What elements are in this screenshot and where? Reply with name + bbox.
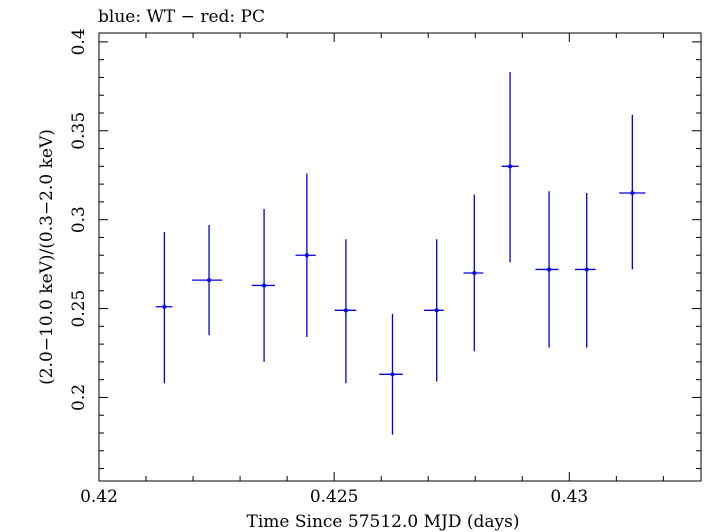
- data-point: [535, 191, 559, 348]
- axis-tick-labels: 0.42 0.425 0.43 0.2 0.25 0.3 0.35 0.4: [69, 28, 588, 507]
- data-marks: [155, 72, 646, 435]
- data-point: [334, 239, 357, 384]
- plot-frame: [98, 32, 702, 482]
- point-marker: [584, 267, 589, 272]
- y-tick-label: 0.3: [69, 206, 89, 233]
- x-axis-label: Time Since 57512.0 MJD (days): [247, 512, 520, 532]
- data-point: [619, 114, 646, 270]
- point-marker: [162, 304, 167, 309]
- point-marker: [472, 271, 477, 275]
- point-marker: [508, 164, 513, 169]
- data-point: [574, 193, 596, 348]
- point-marker: [390, 372, 395, 377]
- x-tick-label: 0.425: [310, 487, 359, 507]
- data-point: [379, 313, 403, 435]
- point-marker: [434, 308, 439, 313]
- data-point: [501, 72, 519, 263]
- chart-title: blue: WT − red: PC: [98, 7, 265, 27]
- point-marker: [207, 278, 212, 283]
- x-tick-label: 0.42: [80, 487, 118, 507]
- data-point: [192, 225, 223, 336]
- data-point: [423, 239, 444, 382]
- y-tick-label: 0.25: [69, 290, 89, 328]
- y-tick-label: 0.2: [69, 384, 89, 411]
- data-point: [155, 232, 173, 384]
- x-tick-label: 0.43: [550, 487, 588, 507]
- data-point: [251, 209, 275, 362]
- point-marker: [262, 283, 267, 288]
- axis-ticks: [98, 33, 701, 481]
- point-marker: [343, 308, 348, 313]
- y-tick-label: 0.35: [69, 112, 89, 150]
- y-axis-label: (2.0−10.0 keV)/(0.3−2.0 keV): [37, 129, 57, 385]
- y-tick-label: 0.4: [69, 28, 89, 55]
- data-point: [463, 194, 484, 352]
- point-marker: [630, 191, 635, 195]
- point-marker: [547, 267, 552, 272]
- data-point: [295, 173, 316, 337]
- point-marker: [304, 253, 309, 258]
